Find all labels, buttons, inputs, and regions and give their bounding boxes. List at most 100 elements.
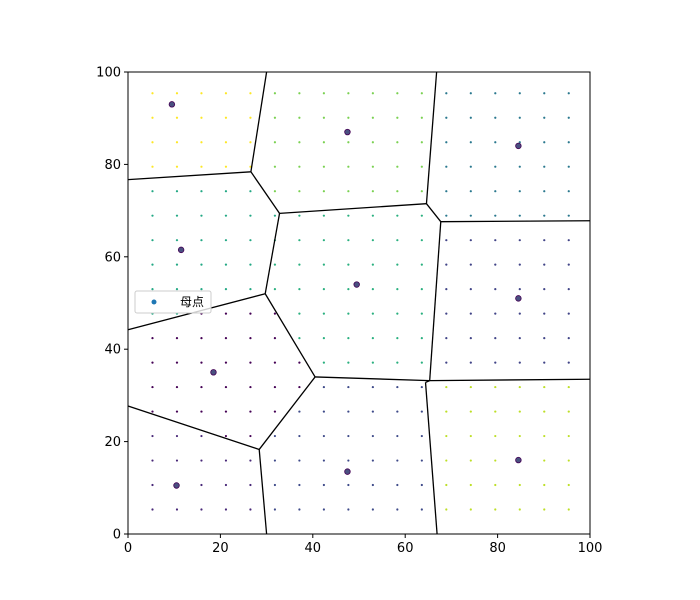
grid-point: [249, 214, 252, 217]
grid-point: [151, 361, 154, 364]
grid-point: [494, 459, 497, 462]
voronoi-edge: [250, 71, 268, 172]
grid-point: [518, 385, 521, 389]
grid-point: [396, 141, 399, 144]
grid-point: [543, 263, 546, 266]
grid-point: [494, 385, 497, 389]
grid-point: [543, 483, 546, 487]
grid-point: [200, 190, 203, 193]
grid-point: [469, 361, 472, 364]
grid-point: [371, 312, 374, 315]
grid-point: [567, 263, 570, 266]
grid-point: [518, 214, 521, 217]
grid-point: [543, 92, 546, 95]
grid-point: [543, 385, 546, 389]
seed-point: [210, 369, 217, 376]
grid-point: [371, 165, 374, 168]
grid-point: [175, 288, 179, 291]
grid-point: [396, 239, 399, 242]
grid-point: [420, 459, 423, 462]
grid-point: [249, 385, 252, 389]
grid-point: [175, 337, 179, 340]
grid-point: [396, 288, 399, 291]
grid-point: [151, 337, 154, 340]
grid-point: [249, 263, 252, 266]
grid-point: [224, 337, 228, 340]
plot-frame: [127, 71, 591, 535]
seed-point: [515, 142, 522, 150]
grid-point: [518, 410, 521, 413]
grid-point: [518, 239, 521, 242]
grid-point: [543, 141, 546, 144]
grid-point: [371, 263, 374, 266]
grid-point: [543, 434, 546, 438]
grid-point: [249, 141, 252, 144]
grid-point: [469, 337, 472, 340]
grid-point: [249, 337, 252, 340]
grid-point: [371, 410, 374, 413]
grid-point: [445, 410, 448, 413]
grid-point: [151, 165, 154, 168]
grid-point: [347, 508, 350, 511]
grid-point: [420, 337, 423, 340]
grid-point: [224, 385, 228, 389]
voronoi-edge: [440, 220, 591, 223]
grid-point: [494, 410, 497, 413]
grid-point: [200, 361, 203, 364]
grid-point: [298, 288, 301, 291]
grid-point: [322, 312, 325, 315]
x-axis-ticks: 0 20 40 60 80 100: [124, 534, 602, 556]
grid-point: [151, 483, 154, 487]
grid-point: [273, 337, 277, 340]
grid-point: [273, 361, 277, 364]
grid-point: [469, 116, 472, 119]
grid-point: [273, 141, 277, 144]
grid-point: [200, 165, 203, 168]
grid-point: [543, 165, 546, 168]
grid-point: [445, 116, 448, 119]
grid-point: [445, 508, 448, 511]
grid-point: [567, 239, 570, 242]
grid-point: [371, 190, 374, 193]
grid-point: [347, 116, 350, 119]
grid-point: [420, 165, 423, 168]
grid-point: [543, 288, 546, 291]
grid-point: [249, 434, 252, 438]
grid-point: [371, 483, 374, 487]
grid-point: [420, 508, 423, 511]
grid-point: [200, 116, 203, 119]
grid-point: [420, 92, 423, 95]
legend-box: [134, 290, 212, 314]
grid-point: [151, 92, 154, 95]
grid-point: [200, 141, 203, 144]
grid-point: [151, 141, 154, 144]
grid-point: [420, 434, 423, 438]
grid-point: [396, 483, 399, 487]
grid-point: [420, 190, 423, 193]
grid-point: [249, 459, 252, 462]
grid-point: [567, 361, 570, 364]
grid-point: [175, 214, 179, 217]
grid-point: [396, 459, 399, 462]
grid-point: [420, 410, 423, 413]
x-tick-label: 60: [397, 541, 414, 556]
grid-point: [469, 239, 472, 242]
grid-point: [469, 312, 472, 315]
voronoi-edge: [127, 405, 260, 451]
grid-point: [469, 434, 472, 438]
grid-point: [371, 385, 374, 389]
grid-point: [151, 434, 154, 438]
grid-point: [224, 434, 228, 438]
voronoi-edge: [127, 171, 251, 181]
grid-point: [347, 337, 350, 340]
grid-point: [347, 361, 350, 364]
voronoi-edge: [425, 380, 430, 384]
grid-point: [273, 483, 277, 487]
grid-point: [469, 508, 472, 511]
grid-point: [396, 385, 399, 389]
grid-point: [249, 190, 252, 193]
grid-point: [224, 190, 228, 193]
grid-point: [347, 288, 350, 291]
grid-point: [567, 312, 570, 315]
grid-point: [224, 239, 228, 242]
